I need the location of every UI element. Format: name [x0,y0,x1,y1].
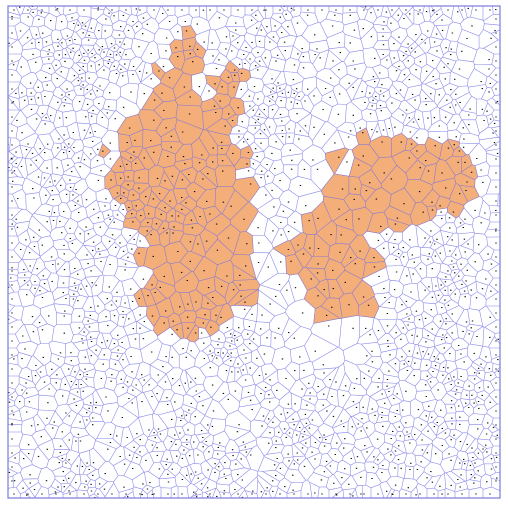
cell-edges [8,6,500,498]
map-frame [7,5,501,499]
voronoi-edges [8,6,500,498]
site-points [8,6,500,498]
site-dots [8,6,500,498]
